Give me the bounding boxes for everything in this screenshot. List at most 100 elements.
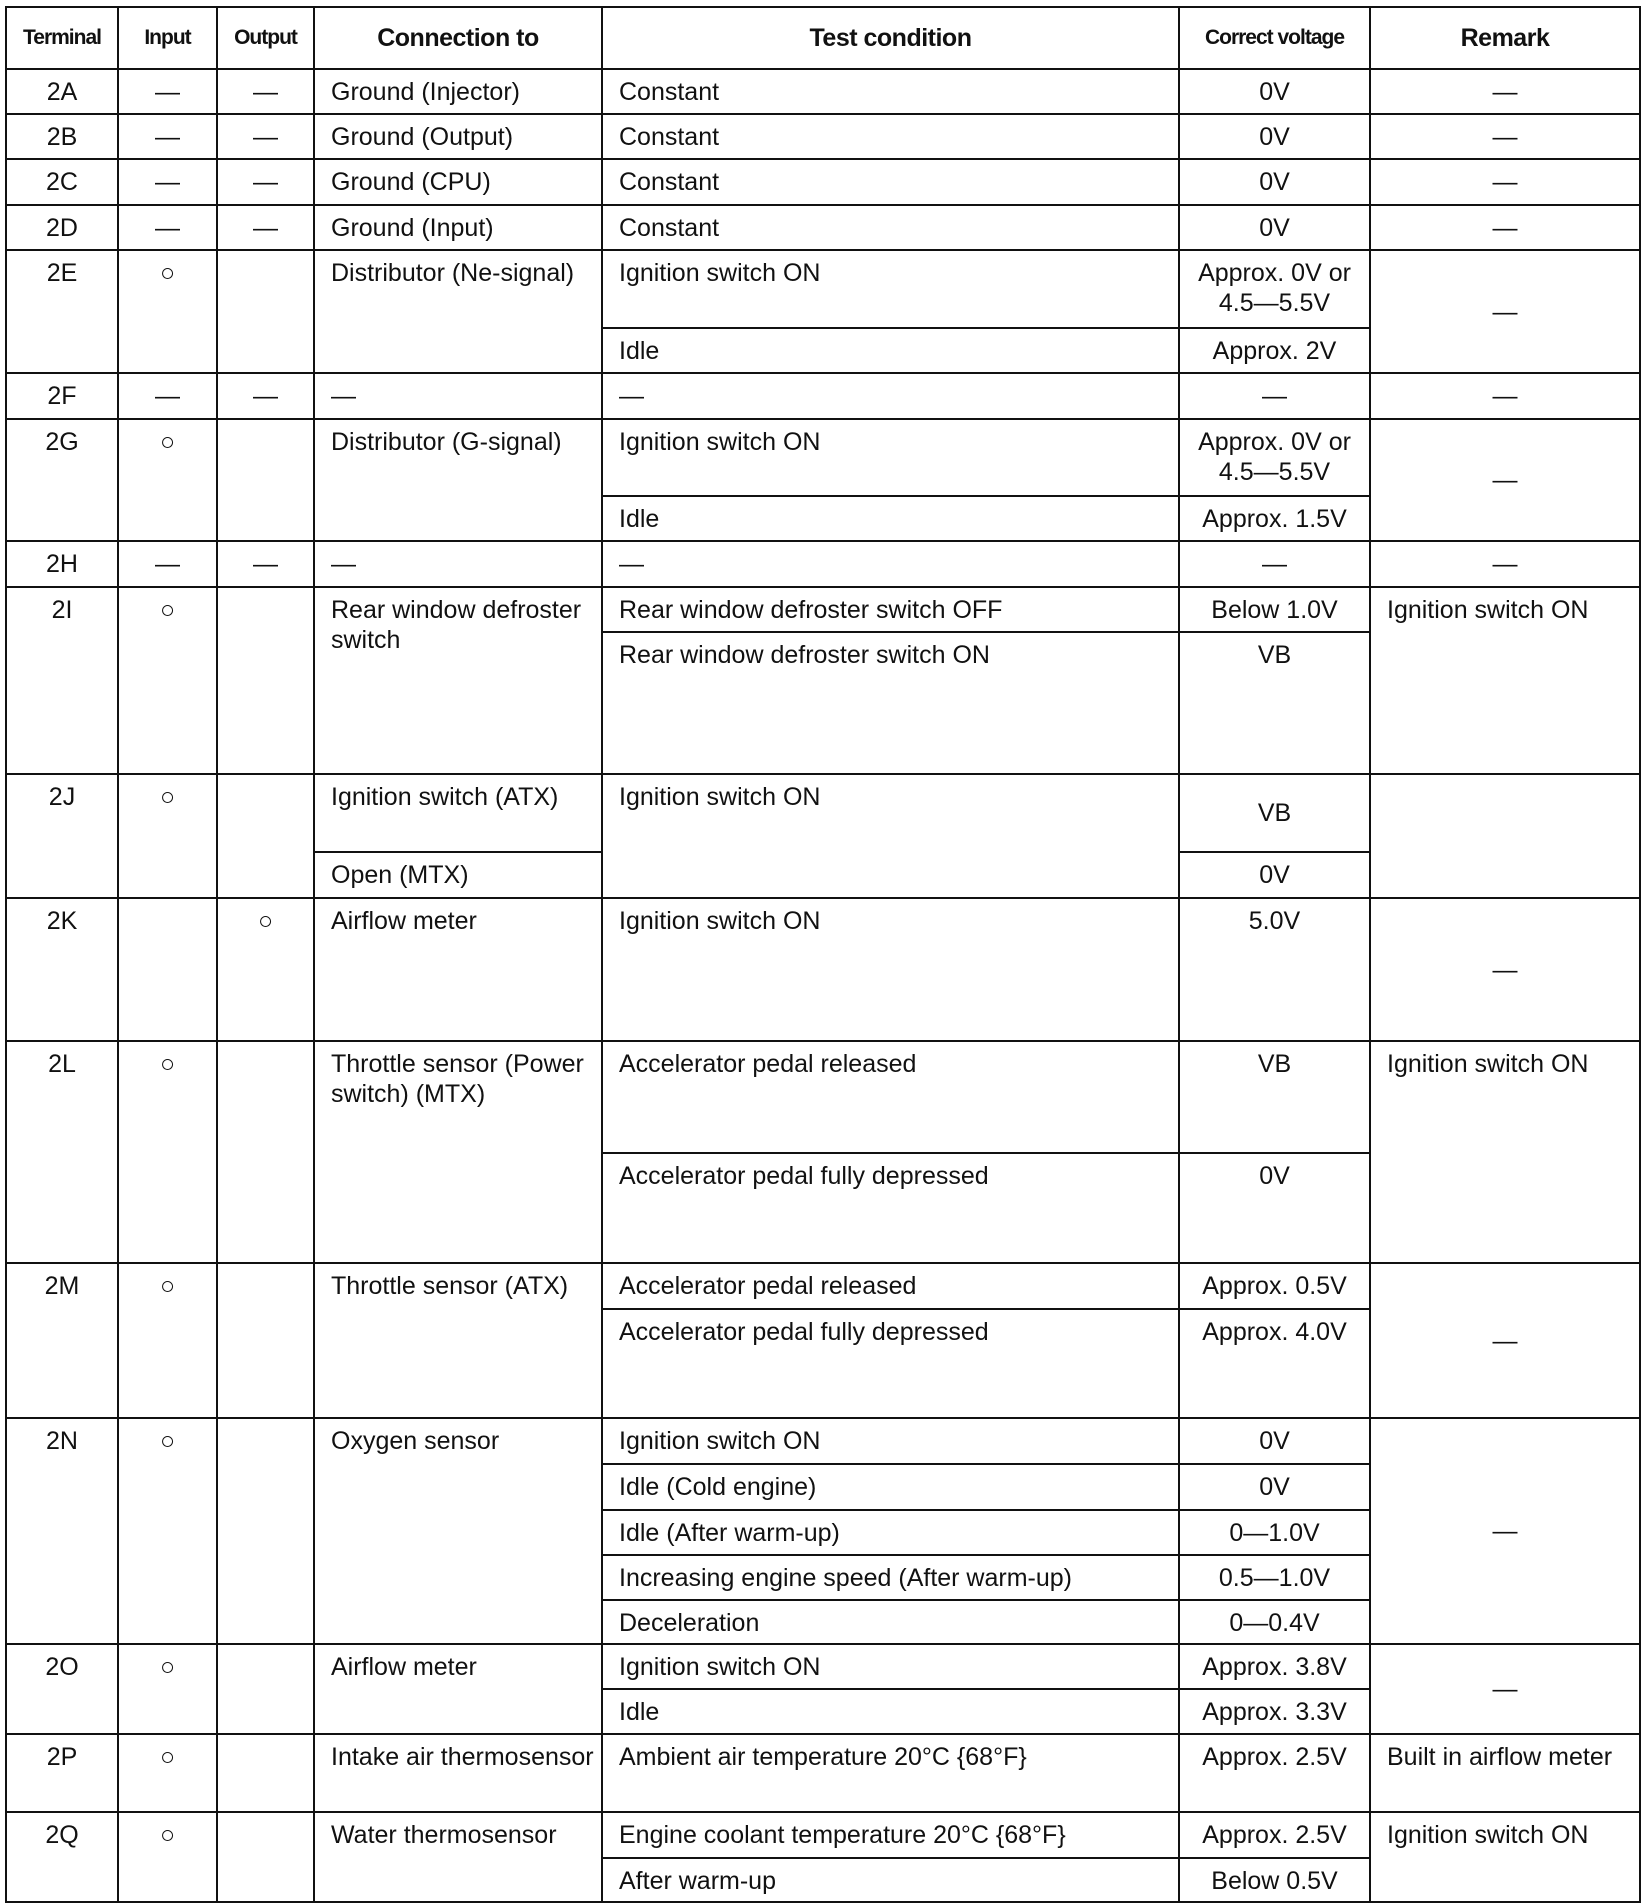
test-condition-cell: Idle xyxy=(601,1688,1180,1735)
remark-cell: Built in airflow meter xyxy=(1369,1733,1641,1813)
test-condition-cell: Constant xyxy=(601,113,1180,160)
test-condition-cell: Ignition switch ON xyxy=(601,1417,1180,1465)
voltage-cell: Approx. 4.0V xyxy=(1178,1308,1371,1419)
remark-cell: — xyxy=(1369,68,1641,115)
remark-cell: — xyxy=(1369,372,1641,420)
test-condition-cell: After warm-up xyxy=(601,1857,1180,1903)
connection-cell: Ground (Output) xyxy=(313,113,603,160)
remark-cell: — xyxy=(1369,1262,1641,1419)
remark-cell: — xyxy=(1369,158,1641,206)
connection-cell: Intake air thermosensor xyxy=(313,1733,603,1813)
connection-cell: Rear window defroster switch xyxy=(313,586,603,775)
table-subrow: Deceleration 0—0.4V xyxy=(6,1599,1640,1645)
table-subrow: Idle (After warm-up) 0—1.0V xyxy=(6,1509,1640,1556)
connection-cell: — xyxy=(313,540,603,588)
header-output: Output xyxy=(216,6,315,70)
voltage-cell: 0V xyxy=(1178,851,1371,899)
table-subrow: Increasing engine speed (After warm-up) 0… xyxy=(6,1554,1640,1601)
voltage-cell: Approx. 2.5V xyxy=(1178,1811,1371,1859)
remark-cell: — xyxy=(1369,204,1641,251)
table-row: 2A — — Ground (Injector) Constant 0V — xyxy=(5,68,1641,115)
output-mark: — xyxy=(216,540,315,588)
connection-cell: Throttle sensor (ATX) xyxy=(313,1262,603,1419)
input-mark: ○ xyxy=(117,586,218,775)
input-mark: ○ xyxy=(117,249,218,374)
input-mark xyxy=(117,897,218,1042)
voltage-cell: VB xyxy=(1178,631,1371,775)
voltage-cell: 5.0V xyxy=(1178,897,1371,1042)
table-row: 2G ○ Distributor (G-signal) Ignition switch… xyxy=(5,418,1641,542)
output-mark xyxy=(216,1643,315,1735)
test-condition-cell: Idle (After warm-up) xyxy=(601,1509,1180,1556)
table-subrow: Idle Approx. 3.3V xyxy=(6,1688,1640,1735)
test-condition-cell: Ignition switch ON xyxy=(601,418,1180,497)
terminal-cell: 2D xyxy=(5,204,119,251)
test-condition-cell: Constant xyxy=(601,158,1180,206)
terminal-cell: 2K xyxy=(5,897,119,1042)
remark-cell: — xyxy=(1369,249,1641,374)
table-subrow: Open (MTX) 0V xyxy=(6,851,1640,899)
output-mark: — xyxy=(216,372,315,420)
test-condition-cell: Increasing engine speed (After warm-up) xyxy=(601,1554,1180,1601)
table-subrow: Idle Approx. 2V xyxy=(6,327,1640,374)
voltage-cell: Approx. 0V or 4.5—5.5V xyxy=(1178,249,1371,329)
remark-cell: — xyxy=(1369,540,1641,588)
header-row: Terminal Input Output Connection to Test… xyxy=(5,6,1641,70)
terminal-cell: 2Q xyxy=(5,1811,119,1903)
connection-cell: Airflow meter xyxy=(313,1643,603,1735)
table-row: 2C — — Ground (CPU) Constant 0V — xyxy=(5,158,1641,206)
connection-cell: Ground (Injector) xyxy=(313,68,603,115)
voltage-cell: — xyxy=(1178,540,1371,588)
table-subrow: Rear window defroster switch ON VB xyxy=(6,631,1640,775)
voltage-cell: Approx. 1.5V xyxy=(1178,495,1371,542)
test-condition-cell: Constant xyxy=(601,204,1180,251)
remark-cell: — xyxy=(1369,897,1641,1042)
terminal-cell: 2P xyxy=(5,1733,119,1813)
table-row: 2B — — Ground (Output) Constant 0V — xyxy=(5,113,1641,160)
terminal-cell: 2L xyxy=(5,1040,119,1264)
output-mark xyxy=(216,1733,315,1813)
table-subrow: Accelerator pedal fully depressed 0V xyxy=(6,1152,1640,1264)
terminal-cell: 2E xyxy=(5,249,119,374)
input-mark: — xyxy=(117,540,218,588)
input-mark: — xyxy=(117,113,218,160)
connection-cell: Water thermosensor xyxy=(313,1811,603,1903)
connection-cell: Throttle sensor (Power switch) (MTX) xyxy=(313,1040,603,1264)
input-mark: ○ xyxy=(117,773,218,899)
remark-cell: — xyxy=(1369,113,1641,160)
output-mark xyxy=(216,586,315,775)
remark-cell: — xyxy=(1369,1417,1641,1645)
table-subrow: After warm-up Below 0.5V xyxy=(6,1857,1640,1903)
input-mark: ○ xyxy=(117,1040,218,1264)
test-condition-cell: Idle xyxy=(601,327,1180,374)
table-row: 2F — — — — — — xyxy=(5,372,1641,420)
connection-cell: Ground (CPU) xyxy=(313,158,603,206)
test-condition-cell: Deceleration xyxy=(601,1599,1180,1645)
remark-cell xyxy=(1369,773,1641,899)
header-input: Input xyxy=(117,6,218,70)
terminal-cell: 2A xyxy=(5,68,119,115)
voltage-cell: 0—0.4V xyxy=(1178,1599,1371,1645)
output-mark xyxy=(216,249,315,374)
test-condition-cell: Accelerator pedal released xyxy=(601,1262,1180,1310)
voltage-cell: 0V xyxy=(1178,1152,1371,1264)
remark-cell: — xyxy=(1369,1643,1641,1735)
voltage-cell: — xyxy=(1178,372,1371,420)
header-correct-voltage: Correct voltage xyxy=(1178,6,1371,70)
header-connection: Connection to xyxy=(313,6,603,70)
remark-cell: Ignition switch ON xyxy=(1369,1811,1641,1903)
terminal-cell: 2N xyxy=(5,1417,119,1645)
test-condition-cell: — xyxy=(601,540,1180,588)
terminal-voltage-table: Terminal Input Output Connection to Test… xyxy=(5,6,1641,1903)
input-mark: ○ xyxy=(117,1262,218,1419)
test-condition-cell: Ignition switch ON xyxy=(601,897,1180,1042)
test-condition-cell: Rear window defroster switch OFF xyxy=(601,586,1180,633)
test-condition-cell: Accelerator pedal fully depressed xyxy=(601,1308,1180,1419)
table-subrow: Idle (Cold engine) 0V xyxy=(6,1463,1640,1511)
voltage-cell: Approx. 0.5V xyxy=(1178,1262,1371,1310)
test-condition-cell: Idle xyxy=(601,495,1180,542)
voltage-cell: 0V xyxy=(1178,1417,1371,1465)
terminal-cell: 2F xyxy=(5,372,119,420)
terminal-cell: 2I xyxy=(5,586,119,775)
test-condition-cell: Idle (Cold engine) xyxy=(601,1463,1180,1511)
